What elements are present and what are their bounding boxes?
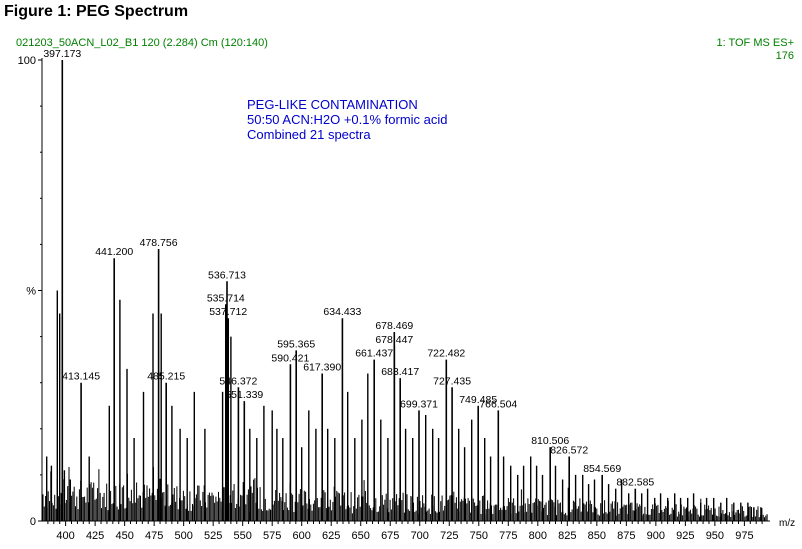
y-tick-label: % xyxy=(26,286,36,298)
x-tick-label: 675 xyxy=(381,530,399,542)
peak-label: 478.756 xyxy=(140,237,178,249)
x-tick-label: 800 xyxy=(529,530,547,542)
peak-label: 810.506 xyxy=(531,435,569,447)
x-tick-label: 425 xyxy=(86,530,104,542)
y-tick-label: 0 xyxy=(30,516,36,528)
peak-label: 535.714 xyxy=(207,292,245,304)
peak-label: 397.173 xyxy=(43,48,81,60)
x-tick-label: 775 xyxy=(499,530,517,542)
peak-label: 617.390 xyxy=(303,362,341,374)
y-tick-label: 100 xyxy=(18,55,36,67)
peak-label: 722.482 xyxy=(427,348,465,360)
x-tick-label: 900 xyxy=(647,530,665,542)
peak-label: 749.485 xyxy=(459,394,497,406)
run-info: 021203_50ACN_L02_B1 120 (2.284) Cm (120:… xyxy=(16,37,268,49)
x-tick-label: 625 xyxy=(322,530,340,542)
x-tick-label: 950 xyxy=(706,530,724,542)
x-tick-label: 925 xyxy=(676,530,694,542)
scan-mode: 1: TOF MS ES+ xyxy=(716,37,794,49)
annotation-line: PEG-LIKE CONTAMINATION xyxy=(247,97,418,112)
scan-header: 1: TOF MS ES+ 176 xyxy=(716,37,794,63)
peak-label: 826.572 xyxy=(550,445,588,457)
x-tick-label: 450 xyxy=(115,530,133,542)
peak-label: 678.469 xyxy=(375,320,413,332)
x-tick-label: 750 xyxy=(470,530,488,542)
peak-label: 661.437 xyxy=(355,348,393,360)
peak-label: 595.365 xyxy=(277,338,315,350)
peak-label: 441.200 xyxy=(95,246,133,258)
x-tick-label: 850 xyxy=(588,530,606,542)
annotation-box: PEG-LIKE CONTAMINATION 50:50 ACN:H2O +0.… xyxy=(247,97,448,142)
scan-intensity: 176 xyxy=(775,50,794,62)
x-tick-label: 725 xyxy=(440,530,458,542)
x-tick-label: 975 xyxy=(735,530,753,542)
peak-label: 683.417 xyxy=(381,366,419,378)
figure-title: Figure 1: PEG Spectrum xyxy=(4,3,189,20)
peak-label: 590.421 xyxy=(271,352,309,364)
x-tick-label: 875 xyxy=(617,530,635,542)
x-tick-label: 600 xyxy=(293,530,311,542)
peak-label: 882.585 xyxy=(616,477,654,489)
peak-label: 536.713 xyxy=(208,269,246,281)
x-tick-label: 550 xyxy=(234,530,252,542)
peak-label: 551.339 xyxy=(225,389,263,401)
peak-label: 699.371 xyxy=(400,398,438,410)
x-tick-label: 500 xyxy=(174,530,192,542)
annotation-line: Combined 21 spectra xyxy=(247,127,371,142)
peak-label: 854.569 xyxy=(583,463,621,475)
peak-label: 766.504 xyxy=(479,398,517,410)
x-axis-label: m/z xyxy=(779,518,795,529)
x-tick-label: 575 xyxy=(263,530,281,542)
peak-label: 485.215 xyxy=(147,371,185,383)
peak-label: 537.712 xyxy=(209,306,247,318)
x-tick-label: 400 xyxy=(56,530,74,542)
peak-label: 413.145 xyxy=(62,371,100,383)
peak-label: 634.433 xyxy=(323,306,361,318)
x-tick-label: 650 xyxy=(352,530,370,542)
peak-label: 546.372 xyxy=(219,375,257,387)
annotation-line: 50:50 ACN:H2O +0.1% formic acid xyxy=(247,112,448,127)
x-tick-label: 475 xyxy=(145,530,163,542)
x-tick-label: 700 xyxy=(411,530,429,542)
peak-label: 727.435 xyxy=(433,375,471,387)
x-tick-label: 525 xyxy=(204,530,222,542)
x-tick-label: 825 xyxy=(558,530,576,542)
